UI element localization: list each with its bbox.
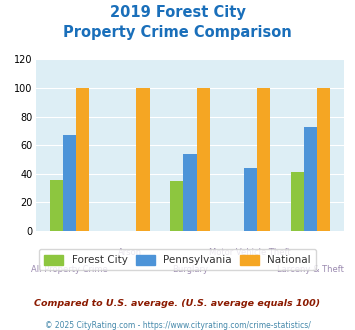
Bar [197,88,210,231]
Text: Compared to U.S. average. (U.S. average equals 100): Compared to U.S. average. (U.S. average … [34,299,321,308]
Bar [290,172,304,231]
Bar [170,181,183,231]
Text: Larceny & Theft: Larceny & Theft [277,265,344,274]
Bar [63,135,76,231]
Text: © 2025 CityRating.com - https://www.cityrating.com/crime-statistics/: © 2025 CityRating.com - https://www.city… [45,321,310,330]
Legend: Forest City, Pennsylvania, National: Forest City, Pennsylvania, National [39,249,316,270]
Bar [50,180,63,231]
Text: 2019 Forest City: 2019 Forest City [110,5,245,20]
Bar [183,154,197,231]
Bar [257,88,270,231]
Bar [76,88,89,231]
Text: Arson: Arson [118,248,142,257]
Text: Property Crime Comparison: Property Crime Comparison [63,25,292,40]
Bar [304,127,317,231]
Text: All Property Crime: All Property Crime [31,265,108,274]
Text: Burglary: Burglary [172,265,208,274]
Bar [136,88,149,231]
Text: Motor Vehicle Theft: Motor Vehicle Theft [209,248,291,257]
Bar [317,88,330,231]
Bar [244,168,257,231]
